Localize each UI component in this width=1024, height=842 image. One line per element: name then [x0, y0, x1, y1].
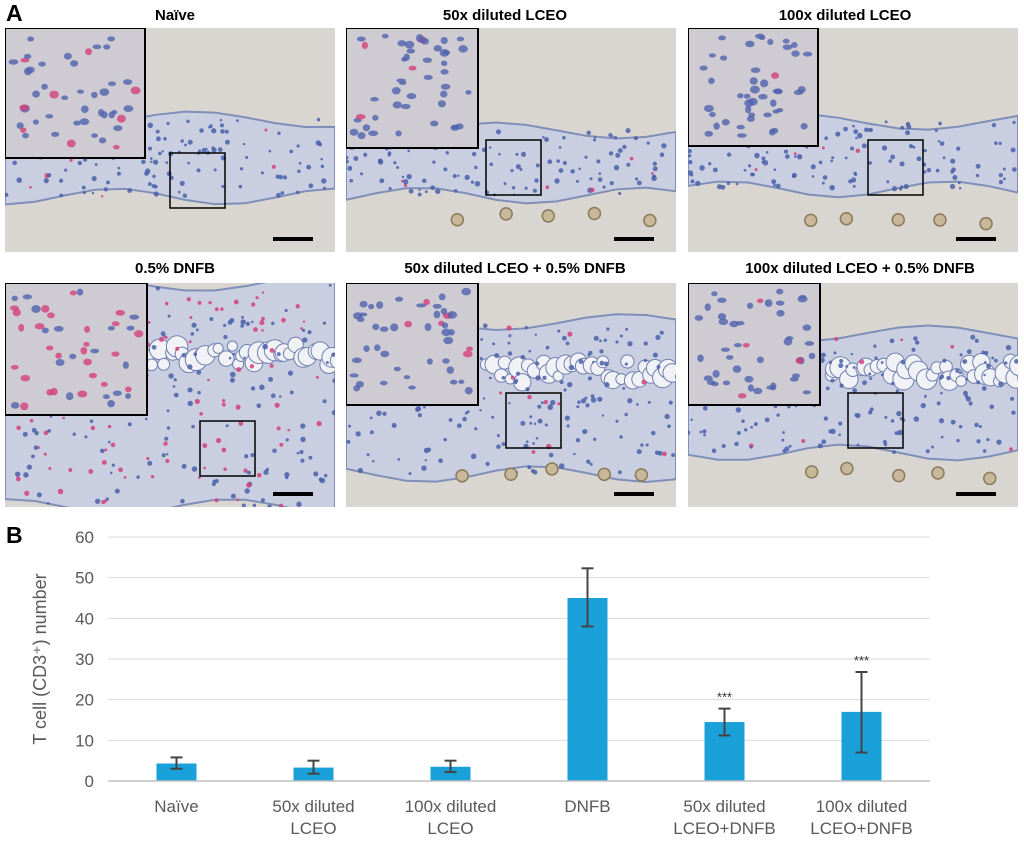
x-tick-label: 100x diluted: [405, 797, 497, 816]
y-tick-label: 50: [75, 569, 94, 588]
x-tick-label: LCEO: [427, 819, 473, 838]
x-tick-label: Naïve: [154, 797, 198, 816]
bar: [156, 763, 197, 781]
panel-a-label: A: [6, 0, 23, 26]
bar: [430, 766, 471, 781]
x-tick-label: LCEO: [290, 819, 336, 838]
micrograph-naive: [5, 28, 335, 252]
micrograph-dnfb: [5, 283, 335, 507]
image-title-dnfb: 0.5% DNFB: [134, 260, 216, 277]
micrograph-100x-lceo-dnfb: [688, 283, 1018, 507]
y-tick-label: 20: [75, 691, 94, 710]
bar-chart: 0 10 20 30 40 50 60 T cell (CD3⁺) number Naïve 50…: [30, 528, 930, 838]
significance-label: ***: [854, 653, 869, 668]
image-title-100x-lceo: 100x diluted LCEO: [778, 7, 912, 24]
image-title-naive: Naïve: [154, 7, 196, 24]
micrograph-50x-lceo: [346, 28, 676, 252]
y-tick-label: 40: [75, 609, 94, 628]
image-title-100x-lceo-dnfb: 100x diluted LCEO + 0.5% DNFB: [745, 260, 975, 277]
y-tick-label: 10: [75, 731, 94, 750]
y-axis-label: T cell (CD3⁺) number: [30, 573, 50, 744]
significance-label: ***: [717, 690, 732, 705]
x-tick-label: DNFB: [564, 797, 610, 816]
micrograph-50x-lceo-dnfb: [346, 283, 676, 507]
x-tick-label: 50x diluted: [272, 797, 354, 816]
y-tick-label: 0: [85, 772, 94, 791]
bar: [567, 598, 608, 781]
x-tick-label: 100x diluted: [816, 797, 908, 816]
x-tick-label: LCEO+DNFB: [810, 819, 913, 838]
x-tick-label: LCEO+DNFB: [673, 819, 776, 838]
micrograph-100x-lceo: [688, 28, 1018, 252]
panel-b-label: B: [6, 522, 23, 548]
y-tick-label: 60: [75, 528, 94, 547]
image-title-50x-lceo: 50x diluted LCEO: [442, 7, 568, 24]
y-tick-label: 30: [75, 650, 94, 669]
x-tick-label: 50x diluted: [683, 797, 765, 816]
image-title-50x-lceo-dnfb: 50x diluted LCEO + 0.5% DNFB: [404, 260, 626, 277]
